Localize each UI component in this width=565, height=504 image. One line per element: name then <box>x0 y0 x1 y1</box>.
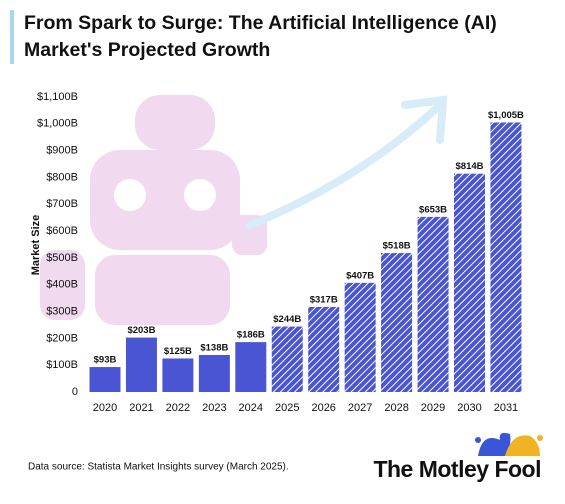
bar <box>271 326 303 392</box>
value-label: $244B <box>273 314 301 325</box>
bar <box>198 354 230 392</box>
x-tick-label: 2029 <box>421 402 445 414</box>
source-note: Data source: Statista Market Insights su… <box>28 462 289 473</box>
bar <box>162 358 194 392</box>
bar <box>344 282 376 392</box>
y-tick-label: $100B <box>46 359 78 371</box>
bar <box>89 367 121 392</box>
x-tick-label: 2021 <box>129 402 153 414</box>
x-tick-label: 2030 <box>457 402 481 414</box>
x-tick-label: 2023 <box>202 402 226 414</box>
value-label: $653B <box>419 204 447 215</box>
value-label: $814B <box>456 161 484 172</box>
x-tick-label: 2024 <box>239 402 263 414</box>
value-label: $317B <box>310 295 338 306</box>
y-tick-label: $400B <box>46 279 78 291</box>
value-label: $1,005B <box>488 110 524 121</box>
bar <box>235 342 267 392</box>
y-axis-label: Market Size <box>30 215 42 276</box>
brand: The Motley Fool <box>373 456 541 482</box>
bar <box>454 173 485 392</box>
y-tick-label: $700B <box>46 198 78 210</box>
y-tick-label: $800B <box>46 171 78 183</box>
value-label: $518B <box>383 241 411 252</box>
value-label: $93B <box>94 355 117 366</box>
y-tick-label: 0 <box>72 386 78 398</box>
bar <box>308 306 340 392</box>
bar <box>490 122 522 393</box>
robot-watermark <box>40 95 267 325</box>
growth-arrow <box>246 95 448 229</box>
bar <box>381 253 413 392</box>
y-tick-label: $200B <box>46 332 78 344</box>
bar <box>125 337 157 392</box>
bar <box>417 216 449 392</box>
value-label: $125B <box>164 346 192 357</box>
value-label: $407B <box>346 270 374 281</box>
x-tick-label: 2027 <box>348 402 372 414</box>
y-tick-label: $1,000B <box>37 118 78 130</box>
y-tick-label: $900B <box>46 145 78 157</box>
x-tick-label: 2022 <box>166 402 190 414</box>
chart-title: From Spark to Surge: The Artificial Inte… <box>10 10 529 64</box>
jester-logo <box>475 432 543 456</box>
y-tick-label: $300B <box>46 305 78 317</box>
x-tick-label: 2028 <box>384 402 408 414</box>
x-tick-label: 2025 <box>275 402 299 414</box>
y-tick-label: $600B <box>46 225 78 237</box>
x-tick-label: 2031 <box>494 402 518 414</box>
value-label: $186B <box>237 330 265 341</box>
y-tick-label: $500B <box>46 252 78 264</box>
x-tick-label: 2020 <box>93 402 117 414</box>
y-tick-label: $1,100B <box>37 91 78 103</box>
value-label: $203B <box>127 325 155 336</box>
value-label: $138B <box>200 343 228 354</box>
x-tick-label: 2026 <box>311 402 335 414</box>
